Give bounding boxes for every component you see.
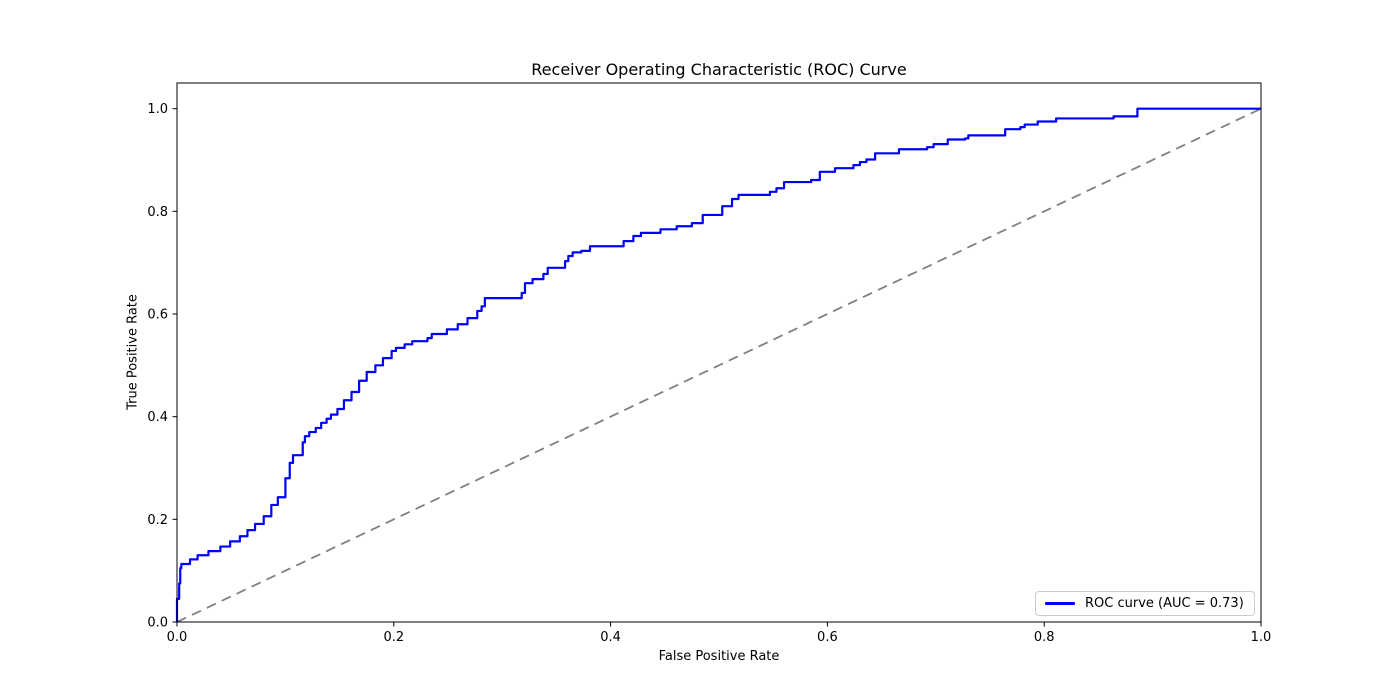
y-tick-label: 0.6 xyxy=(147,308,168,323)
x-tick-label: 0.0 xyxy=(167,630,188,645)
plot-border xyxy=(176,82,1262,623)
x-tick-label: 0.8 xyxy=(1034,630,1055,645)
legend-label: ROC curve (AUC = 0.73) xyxy=(1085,596,1244,611)
chart-title: Receiver Operating Characteristic (ROC) … xyxy=(531,60,907,79)
roc-curve-path xyxy=(175,107,1261,622)
y-axis-label: True Positive Rate xyxy=(125,294,141,410)
y-tick-label: 0.0 xyxy=(147,616,168,631)
y-tick-label: 0.4 xyxy=(147,410,168,425)
chance-diagonal-line xyxy=(176,107,1262,623)
y-tick-label: 0.2 xyxy=(147,513,168,528)
x-tick-label: 0.2 xyxy=(383,630,404,645)
x-tick-label: 1.0 xyxy=(1251,630,1272,645)
x-tick-label: 0.6 xyxy=(817,630,838,645)
legend: ROC curve (AUC = 0.73) xyxy=(1035,591,1255,616)
plot-area xyxy=(177,83,1261,622)
legend-line-swatch xyxy=(1045,602,1075,605)
x-tick-label: 0.4 xyxy=(600,630,621,645)
y-tick-label: 0.8 xyxy=(147,205,168,220)
x-axis-label: False Positive Rate xyxy=(658,649,780,664)
y-tick-label: 1.0 xyxy=(147,102,168,117)
